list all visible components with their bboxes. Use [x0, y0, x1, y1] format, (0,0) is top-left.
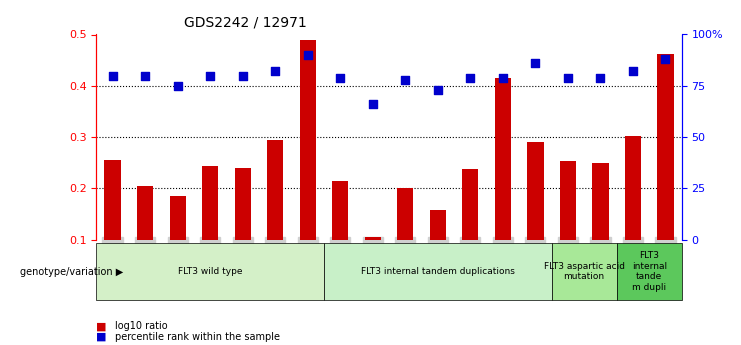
Text: GDS2242 / 12971: GDS2242 / 12971	[184, 15, 307, 29]
Bar	[137, 186, 153, 239]
Text: ■: ■	[96, 332, 107, 342]
Bar	[657, 54, 674, 239]
Point	[334, 75, 346, 80]
FancyBboxPatch shape	[617, 243, 682, 300]
Bar	[235, 168, 250, 239]
Point	[139, 73, 151, 78]
Point	[594, 75, 606, 80]
Point	[465, 75, 476, 80]
Point	[432, 87, 444, 92]
Bar	[170, 196, 186, 239]
FancyBboxPatch shape	[96, 243, 324, 300]
Bar	[397, 188, 413, 239]
Point	[497, 75, 509, 80]
Text: FLT3 internal tandem duplications: FLT3 internal tandem duplications	[361, 267, 515, 276]
Point	[659, 56, 671, 62]
Point	[367, 101, 379, 107]
Bar	[625, 136, 641, 239]
Point	[562, 75, 574, 80]
Bar	[299, 40, 316, 239]
Bar	[462, 169, 479, 239]
Point	[172, 83, 184, 89]
Point	[529, 60, 541, 66]
Point	[236, 73, 248, 78]
Text: FLT3 wild type: FLT3 wild type	[178, 267, 242, 276]
Point	[107, 73, 119, 78]
Point	[302, 52, 313, 58]
Bar	[495, 78, 511, 239]
Bar	[592, 162, 608, 239]
Bar	[202, 166, 219, 239]
Point	[205, 73, 216, 78]
Bar	[332, 180, 348, 239]
Bar	[267, 140, 283, 239]
Bar	[365, 237, 381, 239]
Bar	[430, 210, 446, 239]
Text: log10 ratio: log10 ratio	[115, 321, 167, 331]
Point	[627, 69, 639, 74]
Bar	[559, 161, 576, 239]
Point	[269, 69, 281, 74]
Point	[399, 77, 411, 82]
FancyBboxPatch shape	[324, 243, 551, 300]
Text: genotype/variation ▶: genotype/variation ▶	[20, 267, 124, 277]
Text: percentile rank within the sample: percentile rank within the sample	[115, 332, 280, 342]
Text: ■: ■	[96, 321, 107, 331]
Bar	[104, 160, 121, 239]
Text: FLT3 aspartic acid
mutation: FLT3 aspartic acid mutation	[544, 262, 625, 281]
FancyBboxPatch shape	[551, 243, 617, 300]
Text: FLT3
internal
tande
m dupli: FLT3 internal tande m dupli	[631, 252, 667, 292]
Bar	[528, 142, 543, 239]
